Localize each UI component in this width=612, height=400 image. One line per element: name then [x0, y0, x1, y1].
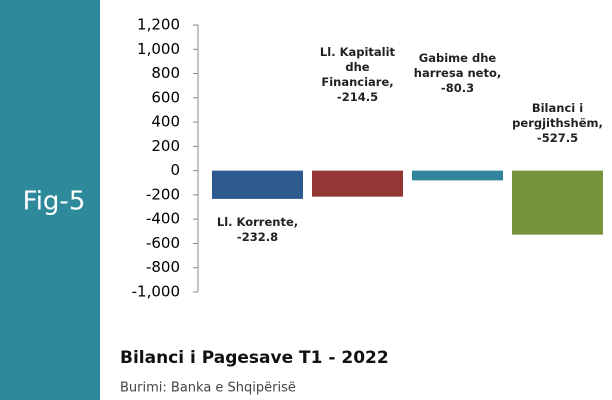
- data-label-line: harresa neto,: [414, 66, 501, 80]
- y-tick-label: 800: [151, 64, 180, 82]
- data-label-line: Bilanci i: [532, 101, 583, 115]
- y-tick-label: 200: [151, 137, 180, 155]
- side-band: [0, 0, 100, 400]
- bar: [212, 170, 303, 199]
- y-tick-label: -400: [146, 210, 180, 228]
- data-label: Gabime dhe harresa neto, -80.3: [414, 51, 501, 95]
- data-label: Ll. Kapitalit dhe Financiare, -214.5: [320, 45, 396, 104]
- bar: [412, 170, 503, 181]
- data-label: Ll. Korrente, -232.8: [217, 215, 298, 244]
- data-label-line: pergjithshëm,: [512, 116, 603, 130]
- y-tick-label: 1,000: [137, 40, 180, 58]
- y-tick-label: 600: [151, 88, 180, 106]
- y-tick-label: -1,000: [132, 283, 180, 301]
- bar: [512, 170, 603, 235]
- bar: [312, 170, 403, 197]
- figure-label: Fig-5: [23, 187, 86, 217]
- data-label-line: Financiare,: [321, 75, 393, 89]
- data-label-line: Ll. Kapitalit: [320, 45, 396, 59]
- data-label-line: -527.5: [537, 131, 578, 145]
- y-tick-label: -800: [146, 258, 180, 276]
- chart-title: Bilanci i Pagesave T1 - 2022: [120, 348, 389, 368]
- data-label: Bilanci i pergjithshëm, -527.5: [512, 101, 603, 145]
- source: Burimi: Banka e Shqipërisë: [120, 381, 296, 396]
- data-label-line: Gabime dhe: [419, 51, 497, 65]
- y-tick-label: 0: [170, 161, 180, 179]
- data-label-line: -232.8: [237, 230, 278, 244]
- data-label-line: dhe: [345, 60, 369, 74]
- y-tick-label: 1,200: [137, 16, 180, 34]
- data-label-line: -80.3: [441, 81, 474, 95]
- y-tick-label: -600: [146, 234, 180, 252]
- data-label-line: Ll. Korrente,: [217, 215, 298, 229]
- y-tick-label: 400: [151, 113, 180, 131]
- data-label-line: -214.5: [337, 90, 378, 104]
- y-tick-label: -200: [146, 185, 180, 203]
